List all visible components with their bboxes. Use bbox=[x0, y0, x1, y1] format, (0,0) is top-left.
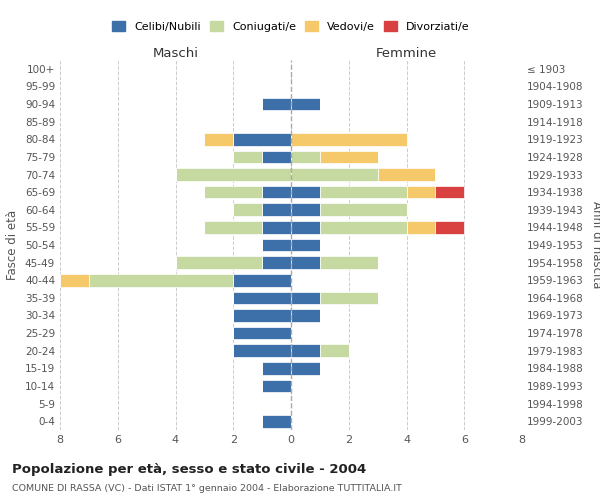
Bar bbox=[320, 292, 377, 304]
Bar bbox=[233, 274, 291, 286]
Bar bbox=[320, 256, 377, 269]
Y-axis label: Anni di nascita: Anni di nascita bbox=[590, 202, 600, 288]
Bar bbox=[176, 256, 262, 269]
Bar bbox=[320, 186, 407, 198]
Bar bbox=[60, 274, 89, 286]
Bar bbox=[291, 344, 320, 357]
Bar bbox=[205, 186, 262, 198]
Bar bbox=[262, 98, 291, 110]
Bar bbox=[407, 221, 436, 234]
Bar bbox=[436, 221, 464, 234]
Bar bbox=[262, 256, 291, 269]
Bar bbox=[233, 150, 262, 163]
Bar bbox=[291, 292, 320, 304]
Y-axis label: Fasce di età: Fasce di età bbox=[7, 210, 19, 280]
Legend: Celibi/Nubili, Coniugati/e, Vedovi/e, Divorziati/e: Celibi/Nubili, Coniugati/e, Vedovi/e, Di… bbox=[112, 21, 470, 32]
Bar bbox=[291, 168, 377, 181]
Bar bbox=[262, 150, 291, 163]
Text: Femmine: Femmine bbox=[376, 47, 437, 60]
Bar bbox=[176, 168, 291, 181]
Bar bbox=[291, 186, 320, 198]
Bar bbox=[291, 221, 320, 234]
Bar bbox=[291, 362, 320, 374]
Text: COMUNE DI RASSA (VC) - Dati ISTAT 1° gennaio 2004 - Elaborazione TUTTITALIA.IT: COMUNE DI RASSA (VC) - Dati ISTAT 1° gen… bbox=[12, 484, 402, 493]
Bar bbox=[89, 274, 233, 286]
Bar bbox=[436, 186, 464, 198]
Bar bbox=[407, 186, 436, 198]
Bar bbox=[262, 238, 291, 252]
Bar bbox=[262, 186, 291, 198]
Bar bbox=[233, 327, 291, 340]
Bar bbox=[262, 415, 291, 428]
Text: Maschi: Maschi bbox=[152, 47, 199, 60]
Bar bbox=[233, 292, 291, 304]
Bar bbox=[262, 362, 291, 374]
Bar bbox=[291, 309, 320, 322]
Bar bbox=[205, 221, 262, 234]
Bar bbox=[320, 150, 377, 163]
Bar bbox=[291, 238, 320, 252]
Bar bbox=[291, 150, 320, 163]
Bar bbox=[291, 133, 407, 145]
Bar bbox=[262, 380, 291, 392]
Bar bbox=[233, 309, 291, 322]
Bar bbox=[291, 204, 320, 216]
Bar bbox=[262, 204, 291, 216]
Bar bbox=[233, 133, 291, 145]
Bar bbox=[233, 204, 262, 216]
Bar bbox=[291, 256, 320, 269]
Bar bbox=[320, 344, 349, 357]
Bar bbox=[233, 344, 291, 357]
Bar bbox=[320, 221, 407, 234]
Bar bbox=[291, 98, 320, 110]
Bar bbox=[320, 204, 407, 216]
Bar bbox=[262, 221, 291, 234]
Bar bbox=[377, 168, 436, 181]
Bar bbox=[205, 133, 233, 145]
Text: Popolazione per età, sesso e stato civile - 2004: Popolazione per età, sesso e stato civil… bbox=[12, 462, 366, 475]
